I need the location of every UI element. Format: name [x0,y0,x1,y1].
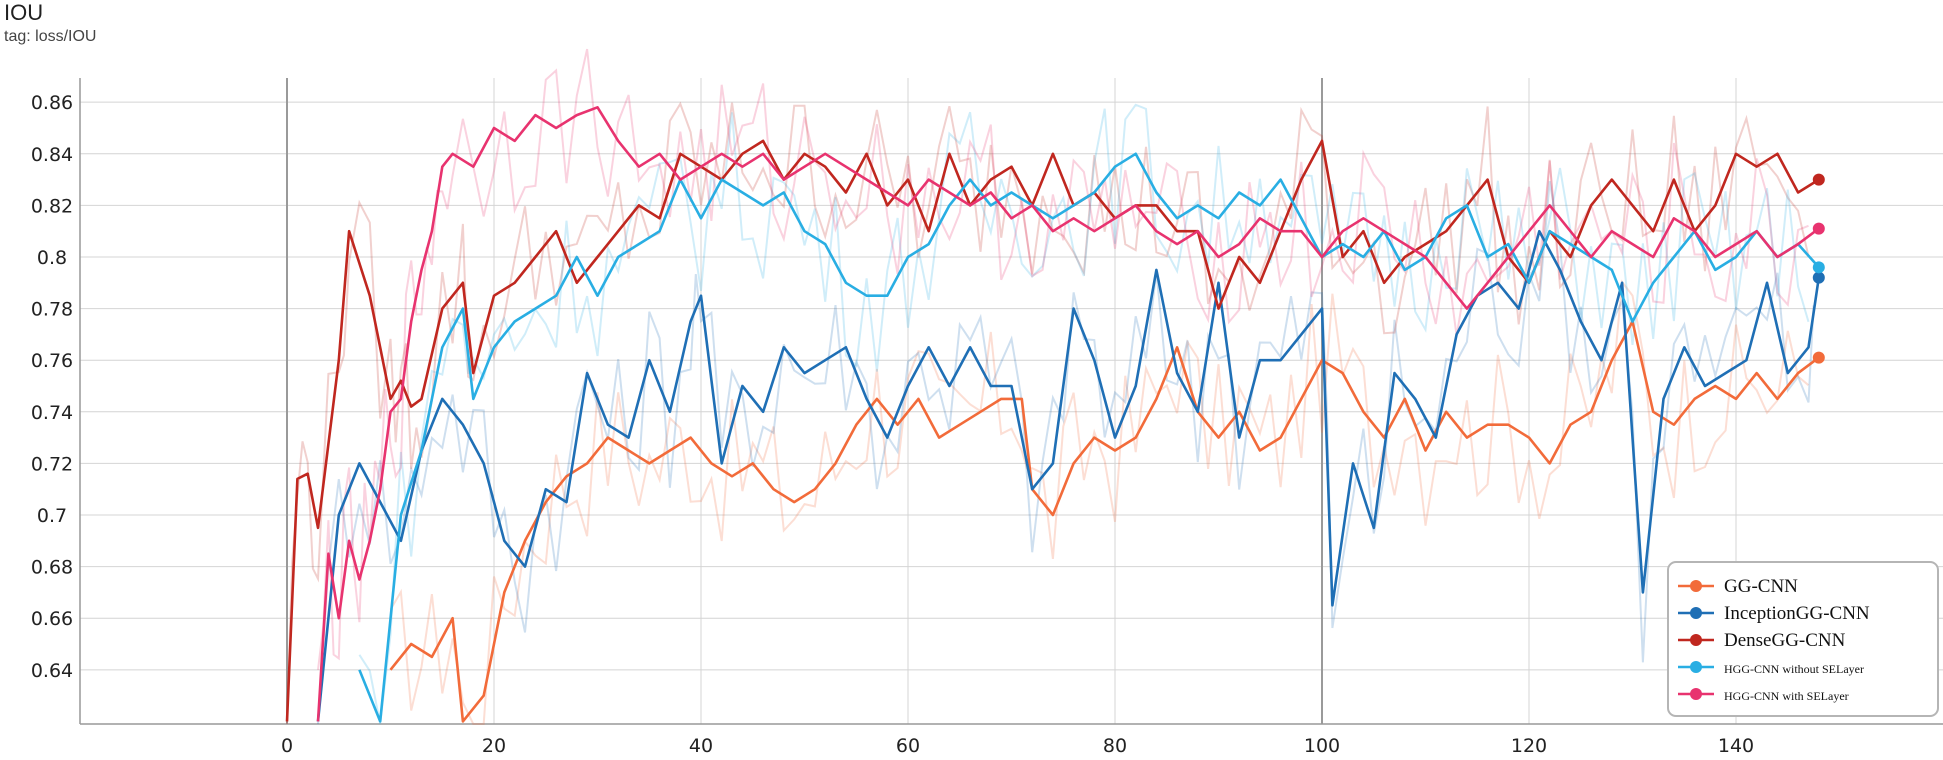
series-endpoint-0 [1812,351,1825,364]
legend-swatch-marker [1690,634,1702,646]
x-tick-label: 100 [1304,735,1340,757]
series-endpoints [1812,173,1825,364]
y-tick-label: 0.7 [37,505,67,527]
x-tick-label: 0 [281,735,293,757]
series-endpoint-2 [1812,173,1825,186]
raw-trace-3 [358,103,1810,725]
raw-trace-0 [389,279,1810,725]
x-tick-label: 140 [1718,735,1754,757]
axes [79,78,1943,725]
legend-label: HGG-CNN with SELayer [1724,689,1849,703]
y-tick-labels: 0.64 0.66 0.68 0.7 0.72 0.74 0.76 0.78 0.8 0.82 0.… [31,92,73,682]
y-tick-label: 0.78 [31,299,73,321]
y-tick-label: 0.82 [31,195,73,217]
legend-label: InceptionGG-CNN [1724,603,1870,624]
raw-traces [286,48,1815,725]
chart-tag: tag: loss/IOU [4,28,97,45]
series-endpoint-4 [1812,222,1825,235]
series-line-3 [358,152,1820,723]
legend-label: HGG-CNN without SELayer [1724,662,1864,676]
x-tick-labels: 0 20 40 60 80 100 120 140 [281,735,1754,757]
x-tick-label: 20 [482,735,506,757]
legend-label: DenseGG-CNN [1724,630,1846,651]
series-lines [285,106,1821,723]
y-tick-label: 0.68 [31,557,73,579]
y-tick-label: 0.76 [31,350,73,372]
legend: GG-CNN InceptionGG-CNN DenseGG-CNN HGG-CNN … [1667,561,1939,717]
raw-trace-4 [317,48,1809,671]
grid [80,78,1943,724]
y-tick-label: 0.86 [31,92,73,114]
y-tick-label: 0.8 [37,247,67,269]
series-line-0 [389,320,1820,723]
raw-trace-2 [286,101,1810,725]
legend-label: GG-CNN [1724,576,1798,597]
series-endpoint-3 [1812,261,1825,274]
series-line-4 [316,106,1820,722]
y-tick-label: 0.64 [31,660,73,682]
legend-swatch-marker [1690,688,1702,700]
x-tick-label: 80 [1103,735,1127,757]
y-tick-label: 0.74 [31,402,73,424]
series-endpoint-1 [1812,271,1825,284]
y-tick-label: 0.84 [31,144,73,166]
x-tick-label: 40 [689,735,713,757]
x-tick-label: 60 [896,735,920,757]
chart-title: IOU [4,0,44,25]
y-tick-label: 0.66 [31,608,73,630]
x-tick-label: 120 [1511,735,1547,757]
legend-swatch-marker [1690,580,1702,592]
legend-swatch-marker [1690,661,1702,673]
legend-swatch-marker [1690,607,1702,619]
series-line-1 [316,229,1821,722]
y-tick-label: 0.72 [31,453,73,475]
legend-box [1667,561,1939,717]
